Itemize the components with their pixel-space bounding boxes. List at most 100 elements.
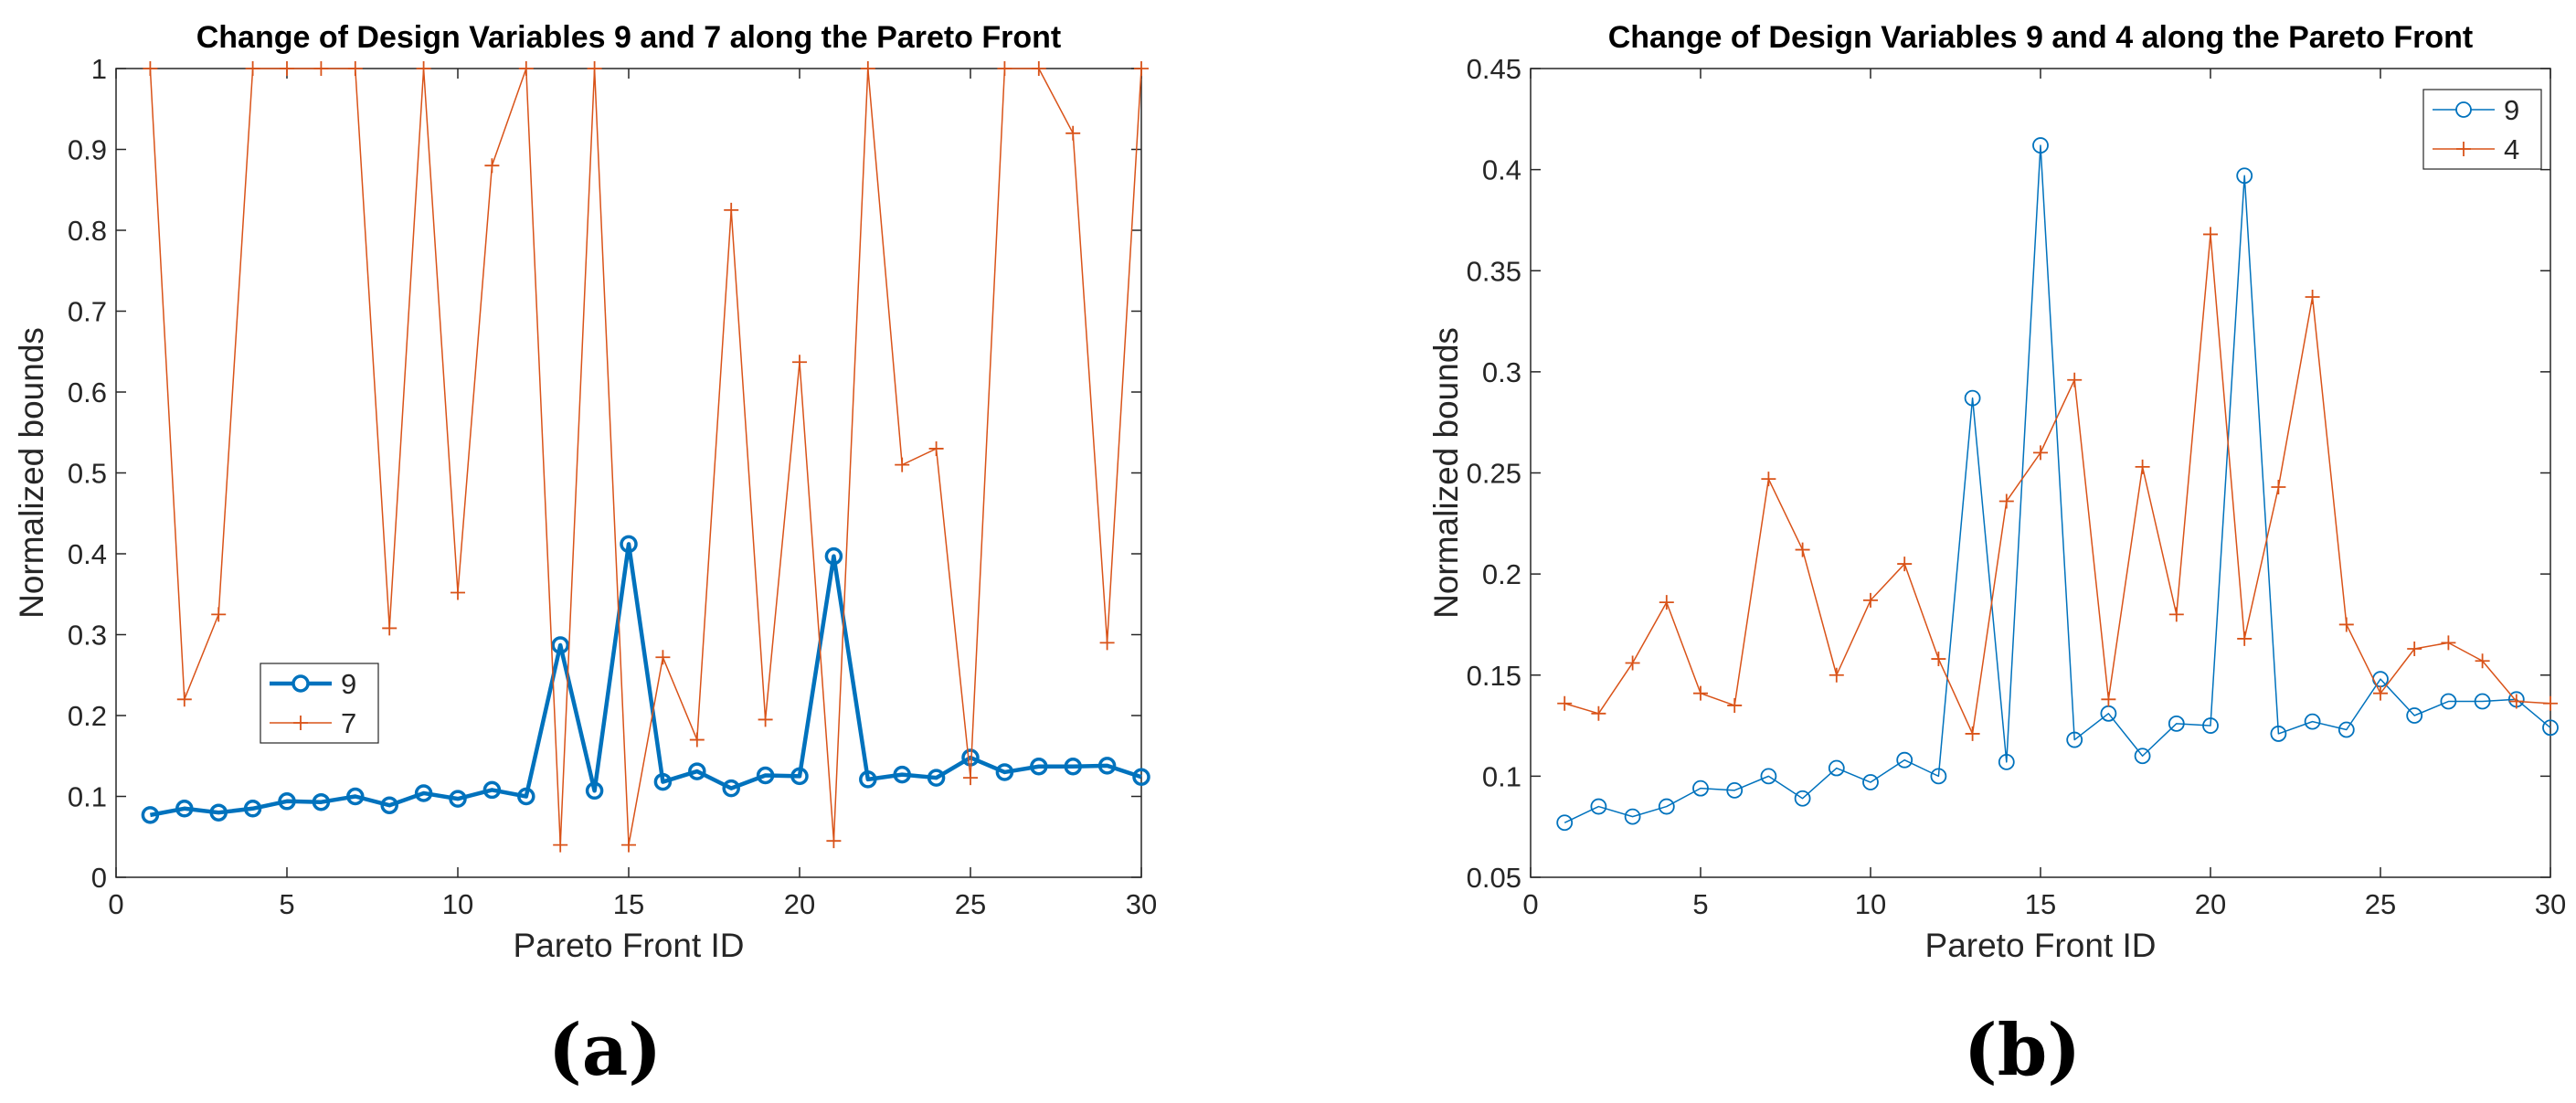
data-point xyxy=(1930,768,1947,785)
data-point xyxy=(2304,713,2321,730)
chart-title-a: Change of Design Variables 9 and 7 along… xyxy=(196,20,1062,55)
data-point xyxy=(1658,798,1675,815)
legend-marker-9 xyxy=(292,674,310,693)
data-point xyxy=(1828,759,1845,777)
data-point xyxy=(2508,694,2524,709)
y-tick-label: 0.3 xyxy=(68,620,107,652)
y-tick-label: 0.35 xyxy=(1467,255,1521,287)
data-point xyxy=(1030,758,1048,776)
data-point xyxy=(724,202,739,217)
data-point xyxy=(449,790,467,808)
data-point xyxy=(860,61,875,76)
y-tick-label: 0.4 xyxy=(68,538,107,570)
data-point xyxy=(995,763,1014,781)
data-point xyxy=(1726,781,1744,799)
data-point xyxy=(927,769,946,787)
y-tick-label: 0.3 xyxy=(1482,356,1521,388)
y-tick-label: 0.8 xyxy=(68,215,107,247)
plot-area-a xyxy=(115,68,1142,878)
data-point xyxy=(826,833,842,849)
plot-area-b xyxy=(1530,68,2551,878)
legend-label-7: 7 xyxy=(341,707,356,739)
data-point xyxy=(997,61,1012,76)
legend-label-4: 4 xyxy=(2504,133,2519,165)
data-point xyxy=(893,765,911,784)
data-point xyxy=(1931,652,1946,667)
data-point xyxy=(553,837,568,853)
data-point xyxy=(2101,692,2116,707)
data-point xyxy=(2135,459,2150,474)
data-point xyxy=(1897,557,1913,572)
data-point xyxy=(2542,719,2559,737)
data-point xyxy=(1998,753,2015,770)
data-point xyxy=(2474,693,2491,710)
data-point xyxy=(243,800,262,818)
x-tick-label: 25 xyxy=(2365,888,2396,920)
data-point xyxy=(621,837,636,853)
y-tick-label: 0 xyxy=(91,862,107,894)
data-point xyxy=(2168,715,2185,732)
data-point xyxy=(895,457,910,472)
data-point xyxy=(688,762,706,780)
data-point xyxy=(2337,721,2355,738)
data-point xyxy=(1134,61,1149,76)
data-point xyxy=(2338,617,2354,632)
data-point xyxy=(313,61,329,76)
data-point xyxy=(2407,641,2422,656)
data-point xyxy=(280,61,294,76)
data-point xyxy=(963,770,978,786)
data-point xyxy=(347,61,363,76)
data-point xyxy=(2168,607,2184,622)
data-point xyxy=(792,355,807,370)
data-point xyxy=(1964,389,1981,407)
data-point xyxy=(2270,726,2287,742)
x-axis-label-b: Pareto Front ID xyxy=(1925,927,2157,964)
legend-b: 94 xyxy=(2422,89,2542,170)
legend-a: 97 xyxy=(260,663,379,744)
legend-label-9: 9 xyxy=(341,668,356,700)
data-point xyxy=(518,61,534,76)
data-point xyxy=(175,800,194,818)
x-tick-label: 10 xyxy=(1855,888,1886,920)
data-point xyxy=(2440,693,2457,710)
x-tick-label: 0 xyxy=(108,888,123,920)
data-point xyxy=(1896,751,1913,769)
data-point xyxy=(2406,707,2423,724)
data-point xyxy=(1795,542,1810,557)
data-point xyxy=(517,787,535,806)
data-point xyxy=(278,792,296,811)
data-point xyxy=(2203,227,2218,242)
y-tick-label: 0.7 xyxy=(68,296,107,328)
data-point xyxy=(585,781,604,801)
data-point xyxy=(722,779,740,798)
panel-caption-b: (b) xyxy=(1964,1009,2081,1092)
data-point xyxy=(1863,592,1878,608)
data-point xyxy=(416,61,431,76)
data-point xyxy=(928,440,944,456)
series-b-4 xyxy=(1557,227,2558,741)
y-tick-label: 0.6 xyxy=(68,377,107,408)
chart-title-b: Change of Design Variables 9 and 4 along… xyxy=(1608,20,2474,55)
data-point xyxy=(824,546,843,566)
data-point xyxy=(1065,125,1081,141)
data-point xyxy=(2033,445,2048,461)
data-point xyxy=(1965,726,1980,741)
data-point xyxy=(1556,814,1574,832)
data-point xyxy=(1590,798,1607,815)
chart-a: Change of Design Variables 9 and 7 along… xyxy=(13,20,1157,1092)
data-point xyxy=(2441,635,2456,651)
data-point xyxy=(2237,631,2253,646)
legend-marker-9 xyxy=(2455,101,2472,118)
data-point xyxy=(1761,472,1776,487)
x-axis-label-a: Pareto Front ID xyxy=(514,927,745,964)
legend-box xyxy=(2422,89,2542,170)
data-point xyxy=(1624,808,1641,825)
x-tick-label: 10 xyxy=(442,888,473,920)
data-point xyxy=(2134,748,2151,765)
legend-marker-7 xyxy=(293,716,308,730)
data-point xyxy=(211,607,227,622)
data-point xyxy=(2236,167,2253,185)
data-point xyxy=(790,767,809,786)
data-point xyxy=(2067,372,2083,387)
series-line-4 xyxy=(1564,233,2551,735)
